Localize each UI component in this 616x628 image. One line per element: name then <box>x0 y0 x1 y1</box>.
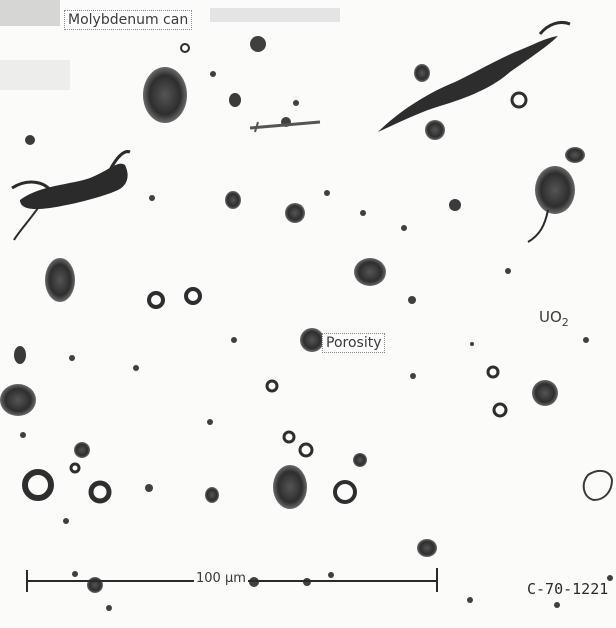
scale-bar-label: 100 µm <box>194 571 248 586</box>
uo2-label: UO2 <box>539 308 569 329</box>
uo2-label-main: UO <box>539 308 562 326</box>
molybdenum-can-label: Molybdenum can <box>64 10 193 30</box>
branched-void-left <box>20 163 128 210</box>
uo2-label-subscript: 2 <box>561 316 569 329</box>
top-left-texture <box>0 0 340 90</box>
elongated-void-upper-right <box>378 36 558 132</box>
porosity-label: Porosity <box>322 333 386 353</box>
figure-id: C-70-1221 <box>527 580 609 598</box>
